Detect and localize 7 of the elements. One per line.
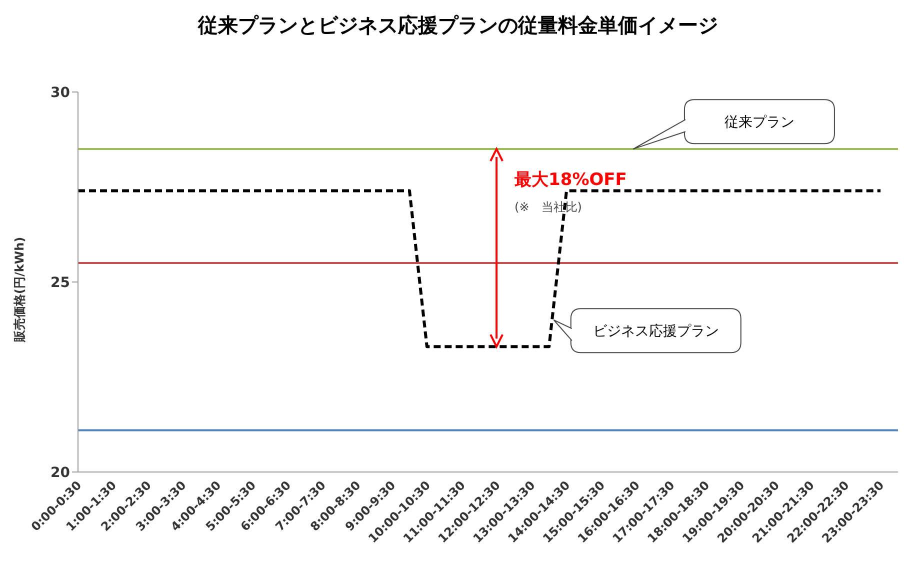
annotation: 最大18%OFF: [514, 170, 627, 190]
series-label: 従来プラン: [724, 114, 794, 131]
y-tick-label: 30: [50, 84, 70, 101]
y-tick-label: 20: [50, 464, 70, 481]
chart-title: 従来プランとビジネス応援プランの従量料金単価イメージ: [196, 12, 719, 39]
y-tick-label: 25: [50, 274, 70, 291]
y-axis-title: 販売価格(円/kWh): [12, 236, 26, 343]
